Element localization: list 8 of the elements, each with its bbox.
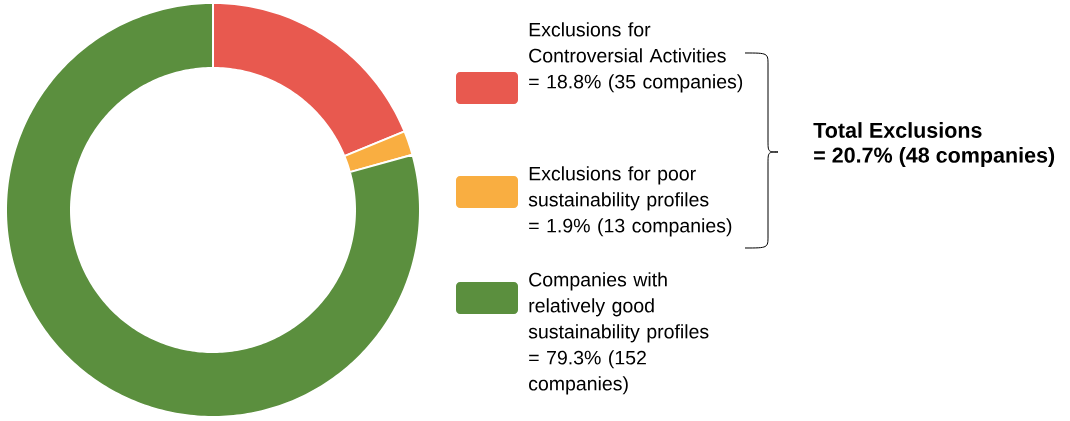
legend-label: Companies with relatively good sustainability profiles [528,272,709,343]
text: Total Exclusions [813,122,982,138]
data-label: = 18.8% (35 companies) [529,74,743,93]
slice-label: Exclusions for Controversial Activities [529,22,726,63]
legend-label: Exclusions for poor sustainability profiles [528,166,709,211]
text: = 20.7% (48 companies) [814,146,1055,168]
data-label: = 1.9% (13 companies) [529,218,732,237]
data-label: = 79.3% (152 companies) [529,350,646,395]
